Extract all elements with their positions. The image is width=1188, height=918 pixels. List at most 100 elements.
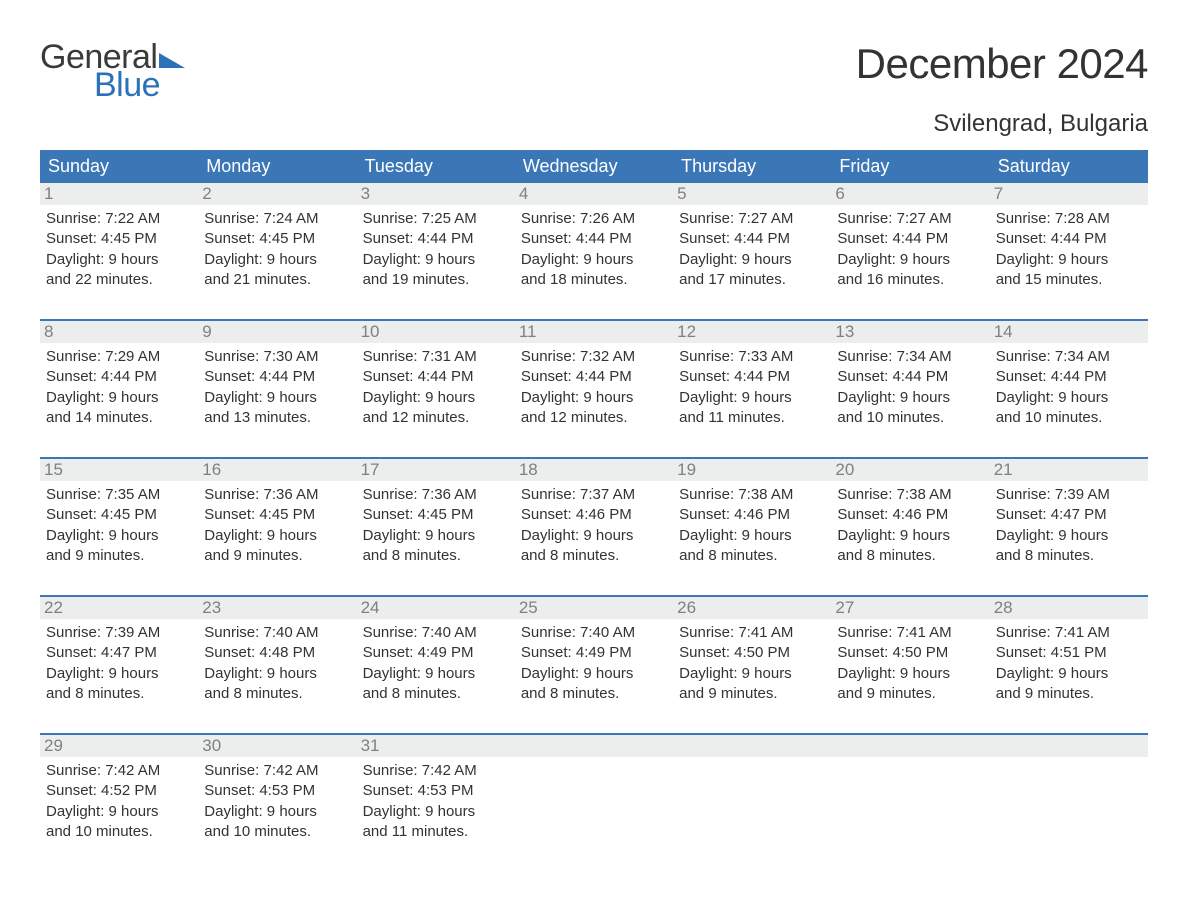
daylight2-text: and 9 minutes. bbox=[204, 546, 352, 566]
daylight1-text: Daylight: 9 hours bbox=[996, 250, 1144, 270]
calendar-cell: 23Sunrise: 7:40 AMSunset: 4:48 PMDayligh… bbox=[198, 597, 356, 715]
sunset-text: Sunset: 4:45 PM bbox=[204, 505, 352, 525]
cell-body: Sunrise: 7:40 AMSunset: 4:48 PMDaylight:… bbox=[202, 623, 352, 704]
daylight2-text: and 16 minutes. bbox=[837, 270, 985, 290]
daylight1-text: Daylight: 9 hours bbox=[204, 526, 352, 546]
cell-body: Sunrise: 7:34 AMSunset: 4:44 PMDaylight:… bbox=[994, 347, 1144, 428]
daylight1-text: Daylight: 9 hours bbox=[204, 664, 352, 684]
calendar-cell: 24Sunrise: 7:40 AMSunset: 4:49 PMDayligh… bbox=[357, 597, 515, 715]
day-number: 20 bbox=[835, 460, 854, 479]
cell-body: Sunrise: 7:36 AMSunset: 4:45 PMDaylight:… bbox=[361, 485, 511, 566]
cell-body: Sunrise: 7:38 AMSunset: 4:46 PMDaylight:… bbox=[677, 485, 827, 566]
week-row: 8 Sunrise: 7:29 AMSunset: 4:44 PMDaylight… bbox=[40, 319, 1148, 439]
day-number: 8 bbox=[44, 322, 53, 341]
day-number: 30 bbox=[202, 736, 221, 755]
cell-body: Sunrise: 7:41 AMSunset: 4:51 PMDaylight:… bbox=[994, 623, 1144, 704]
daynum-row: 3 bbox=[357, 183, 515, 205]
daylight2-text: and 9 minutes. bbox=[46, 546, 194, 566]
sunset-text: Sunset: 4:50 PM bbox=[837, 643, 985, 663]
sunrise-text: Sunrise: 7:32 AM bbox=[521, 347, 669, 367]
daynum-row: 26 bbox=[673, 597, 831, 619]
daylight2-text: and 11 minutes. bbox=[679, 408, 827, 428]
daylight1-text: Daylight: 9 hours bbox=[837, 664, 985, 684]
col-tuesday: Tuesday bbox=[357, 150, 515, 183]
cell-body: Sunrise: 7:34 AMSunset: 4:44 PMDaylight:… bbox=[835, 347, 985, 428]
day-number: 9 bbox=[202, 322, 211, 341]
daylight1-text: Daylight: 9 hours bbox=[204, 250, 352, 270]
sunset-text: Sunset: 4:44 PM bbox=[996, 229, 1144, 249]
daynum-row: 25 bbox=[515, 597, 673, 619]
daylight1-text: Daylight: 9 hours bbox=[837, 388, 985, 408]
sunset-text: Sunset: 4:47 PM bbox=[46, 643, 194, 663]
daylight1-text: Daylight: 9 hours bbox=[363, 388, 511, 408]
cell-body: Sunrise: 7:30 AMSunset: 4:44 PMDaylight:… bbox=[202, 347, 352, 428]
sunset-text: Sunset: 4:45 PM bbox=[363, 505, 511, 525]
daynum-row bbox=[831, 735, 989, 757]
sunrise-text: Sunrise: 7:22 AM bbox=[46, 209, 194, 229]
daylight1-text: Daylight: 9 hours bbox=[996, 388, 1144, 408]
day-number: 16 bbox=[202, 460, 221, 479]
calendar-cell: 31Sunrise: 7:42 AMSunset: 4:53 PMDayligh… bbox=[357, 735, 515, 853]
day-number: 5 bbox=[677, 184, 686, 203]
cell-body: Sunrise: 7:41 AMSunset: 4:50 PMDaylight:… bbox=[677, 623, 827, 704]
cell-body: Sunrise: 7:42 AMSunset: 4:53 PMDaylight:… bbox=[202, 761, 352, 842]
day-number: 2 bbox=[202, 184, 211, 203]
cell-body: Sunrise: 7:35 AMSunset: 4:45 PMDaylight:… bbox=[44, 485, 194, 566]
sunset-text: Sunset: 4:45 PM bbox=[46, 505, 194, 525]
sunrise-text: Sunrise: 7:41 AM bbox=[679, 623, 827, 643]
daynum-row: 27 bbox=[831, 597, 989, 619]
calendar-cell: 9 Sunrise: 7:30 AMSunset: 4:44 PMDaylight… bbox=[198, 321, 356, 439]
day-number: 12 bbox=[677, 322, 696, 341]
sunset-text: Sunset: 4:49 PM bbox=[363, 643, 511, 663]
daynum-row: 30 bbox=[198, 735, 356, 757]
cell-body: Sunrise: 7:27 AMSunset: 4:44 PMDaylight:… bbox=[677, 209, 827, 290]
sunset-text: Sunset: 4:46 PM bbox=[521, 505, 669, 525]
sunset-text: Sunset: 4:47 PM bbox=[996, 505, 1144, 525]
day-number: 19 bbox=[677, 460, 696, 479]
calendar-cell bbox=[515, 735, 673, 853]
daynum-row: 6 bbox=[831, 183, 989, 205]
day-number: 28 bbox=[994, 598, 1013, 617]
daylight1-text: Daylight: 9 hours bbox=[679, 250, 827, 270]
daynum-row: 11 bbox=[515, 321, 673, 343]
sunset-text: Sunset: 4:44 PM bbox=[679, 229, 827, 249]
daynum-row: 15 bbox=[40, 459, 198, 481]
sunrise-text: Sunrise: 7:36 AM bbox=[363, 485, 511, 505]
daylight2-text: and 10 minutes. bbox=[837, 408, 985, 428]
daylight2-text: and 22 minutes. bbox=[46, 270, 194, 290]
day-number: 7 bbox=[994, 184, 1003, 203]
cell-body: Sunrise: 7:42 AMSunset: 4:52 PMDaylight:… bbox=[44, 761, 194, 842]
sunset-text: Sunset: 4:44 PM bbox=[363, 229, 511, 249]
daylight1-text: Daylight: 9 hours bbox=[521, 526, 669, 546]
col-friday: Friday bbox=[831, 150, 989, 183]
sunrise-text: Sunrise: 7:37 AM bbox=[521, 485, 669, 505]
calendar-cell: 14Sunrise: 7:34 AMSunset: 4:44 PMDayligh… bbox=[990, 321, 1148, 439]
daynum-row: 13 bbox=[831, 321, 989, 343]
sunset-text: Sunset: 4:44 PM bbox=[46, 367, 194, 387]
daylight2-text: and 8 minutes. bbox=[46, 684, 194, 704]
sunrise-text: Sunrise: 7:38 AM bbox=[837, 485, 985, 505]
location-label: Svilengrad, Bulgaria bbox=[40, 110, 1148, 138]
daynum-row: 22 bbox=[40, 597, 198, 619]
cell-body: Sunrise: 7:31 AMSunset: 4:44 PMDaylight:… bbox=[361, 347, 511, 428]
calendar-cell: 13 Sunrise: 7:34 AMSunset: 4:44 PMDayligh… bbox=[831, 321, 989, 439]
daylight1-text: Daylight: 9 hours bbox=[363, 526, 511, 546]
daylight2-text: and 11 minutes. bbox=[363, 822, 511, 842]
title-block: December 2024 bbox=[856, 40, 1148, 88]
calendar-cell: 5 Sunrise: 7:27 AMSunset: 4:44 PMDaylight… bbox=[673, 183, 831, 301]
cell-body: Sunrise: 7:25 AMSunset: 4:44 PMDaylight:… bbox=[361, 209, 511, 290]
daynum-row: 7 bbox=[990, 183, 1148, 205]
day-number: 13 bbox=[835, 322, 854, 341]
sunrise-text: Sunrise: 7:41 AM bbox=[837, 623, 985, 643]
cell-body: Sunrise: 7:32 AMSunset: 4:44 PMDaylight:… bbox=[519, 347, 669, 428]
calendar-cell: 6Sunrise: 7:27 AMSunset: 4:44 PMDaylight… bbox=[831, 183, 989, 301]
daylight2-text: and 10 minutes. bbox=[204, 822, 352, 842]
sunset-text: Sunset: 4:50 PM bbox=[679, 643, 827, 663]
day-number: 29 bbox=[44, 736, 63, 755]
cell-body: Sunrise: 7:29 AMSunset: 4:44 PMDaylight:… bbox=[44, 347, 194, 428]
month-title: December 2024 bbox=[856, 40, 1148, 88]
daylight1-text: Daylight: 9 hours bbox=[837, 526, 985, 546]
daynum-row: 31 bbox=[357, 735, 515, 757]
daynum-row: 16 bbox=[198, 459, 356, 481]
day-number: 25 bbox=[519, 598, 538, 617]
